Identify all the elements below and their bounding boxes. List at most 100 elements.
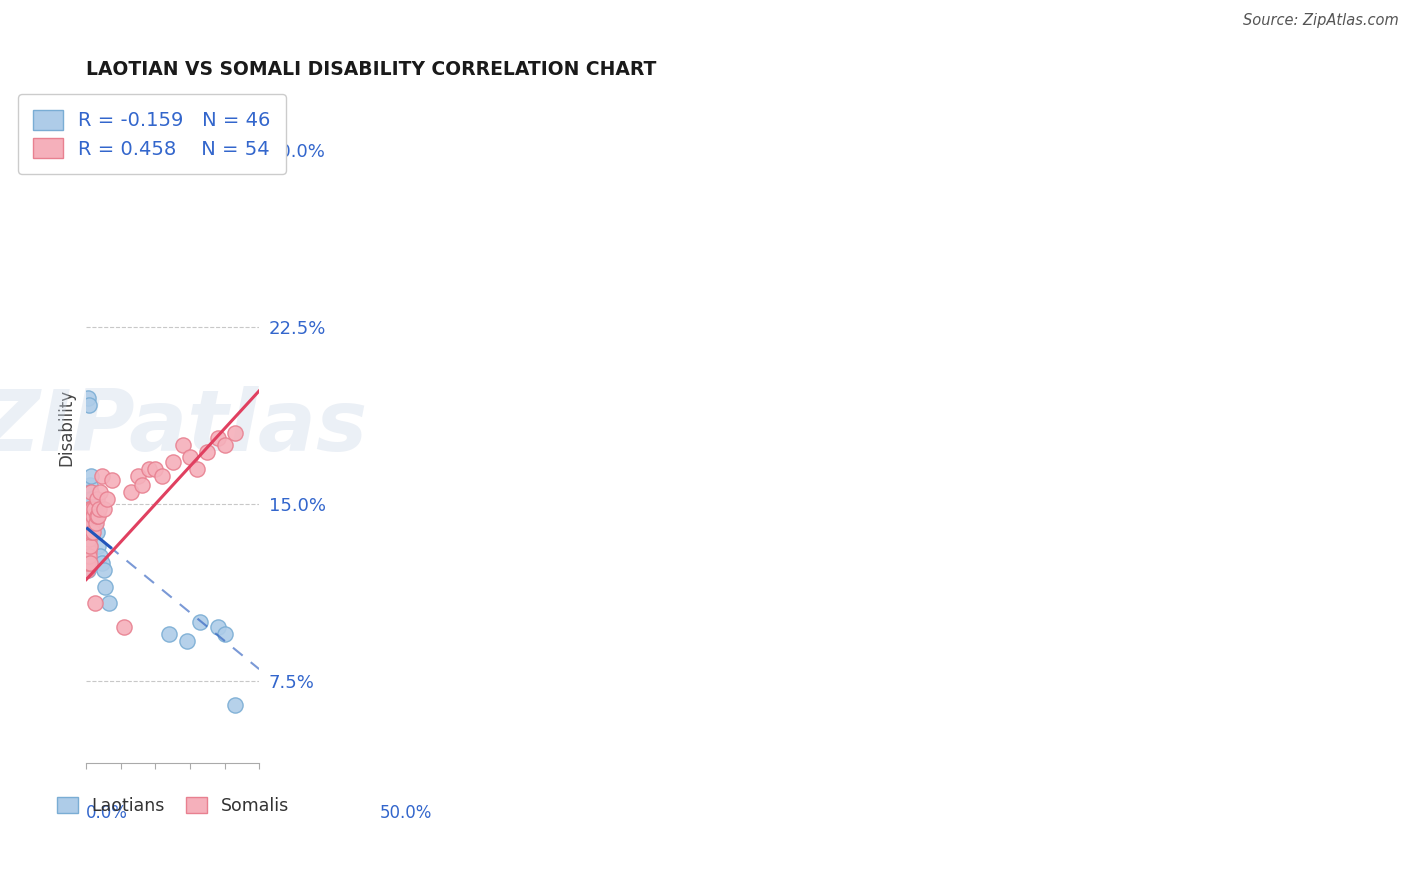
Point [93,501,115,516]
Point [84,508,107,523]
Point [77,563,100,577]
Point [214,626,236,640]
Point [77,520,100,534]
Point [207,431,229,445]
Point [224,426,246,441]
Point [77,556,100,570]
Point [80,501,103,516]
Point [82,516,104,530]
Point [77,391,100,405]
Point [89,501,111,516]
Point [77,533,100,547]
Point [76,497,98,511]
Point [77,525,100,540]
Text: Source: ZipAtlas.com: Source: ZipAtlas.com [1243,13,1399,29]
Point [77,533,100,547]
Point [76,508,98,523]
Point [80,485,103,500]
Point [76,525,98,540]
Point [79,478,101,492]
Point [86,492,108,507]
Point [76,544,98,558]
Point [77,516,100,530]
Point [97,596,120,610]
Point [76,525,98,540]
Point [186,461,208,475]
Point [79,516,101,530]
Point [79,508,101,523]
Point [90,556,112,570]
Point [94,580,117,594]
Point [76,520,98,534]
Point [79,492,101,507]
Text: LAOTIAN VS SOMALI DISABILITY CORRELATION CHART: LAOTIAN VS SOMALI DISABILITY CORRELATION… [86,60,657,78]
Point [77,485,100,500]
Point [76,533,98,547]
Point [195,445,218,459]
Point [214,438,236,452]
Point [86,525,108,540]
Point [79,540,101,554]
Point [127,468,149,483]
Point [76,508,98,523]
Point [190,615,212,629]
Point [77,544,100,558]
Point [76,525,98,540]
Point [82,501,104,516]
Point [80,508,103,523]
Point [172,438,194,452]
Point [76,563,98,577]
Point [80,508,103,523]
Point [86,508,108,523]
Point [83,501,105,516]
Text: 50.0%: 50.0% [380,804,432,822]
Point [224,698,246,712]
Point [79,485,101,500]
Point [80,492,103,507]
Point [80,525,103,540]
Point [84,596,107,610]
Legend: Laotians, Somalis: Laotians, Somalis [49,790,295,822]
Point [76,556,98,570]
Point [131,478,153,492]
Point [138,461,160,475]
Text: 0.0%: 0.0% [86,804,128,822]
Point [79,501,101,516]
Point [157,626,180,640]
Point [80,468,103,483]
Point [120,485,142,500]
Point [82,508,104,523]
Point [89,485,111,500]
Point [77,497,100,511]
Point [90,468,112,483]
Point [77,398,100,412]
Point [76,549,98,563]
Text: ZIPatlas: ZIPatlas [0,386,368,469]
Point [89,549,111,563]
Point [76,516,98,530]
Point [207,620,229,634]
Point [83,501,105,516]
Point [76,533,98,547]
Point [76,549,98,563]
Point [82,508,104,523]
Point [101,474,124,488]
Point [93,563,115,577]
Point [87,540,110,554]
Point [80,501,103,516]
Point [77,516,100,530]
Point [82,525,104,540]
Point [79,556,101,570]
Point [77,544,100,558]
Point [77,549,100,563]
Point [79,501,101,516]
Y-axis label: Disability: Disability [58,389,75,466]
Point [145,461,167,475]
Point [82,516,104,530]
Point [179,450,201,464]
Point [77,540,100,554]
Point [84,516,107,530]
Point [112,620,135,634]
Point [84,516,107,530]
Point [87,508,110,523]
